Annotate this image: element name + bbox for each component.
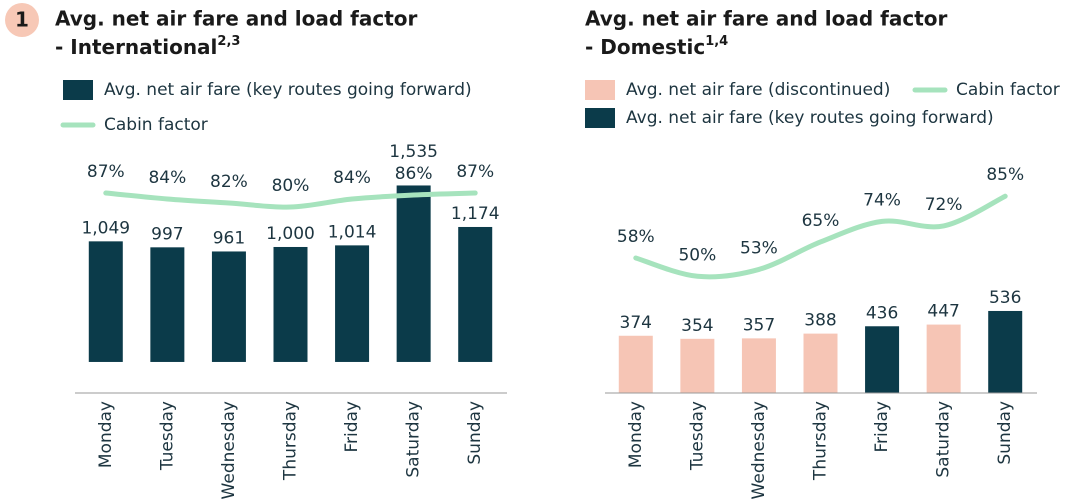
x-tick-label: Tuesday bbox=[687, 401, 707, 471]
line-value-label: 50% bbox=[678, 245, 716, 265]
subtitle-text: - Domestic bbox=[585, 35, 705, 59]
x-tick-label: Sunday bbox=[465, 401, 485, 465]
chart-subtitle: - Domestic1,4 bbox=[585, 34, 728, 59]
bar bbox=[926, 324, 961, 393]
subtitle-text: - International bbox=[55, 35, 217, 59]
legend-swatch bbox=[585, 108, 615, 128]
x-tick-label: Tuesday bbox=[157, 401, 177, 471]
x-tick-label: Thursday bbox=[811, 401, 831, 481]
bar bbox=[680, 338, 715, 393]
line-value-label: 80% bbox=[272, 176, 310, 196]
line-value-label: 87% bbox=[456, 162, 494, 182]
line-value-label: 58% bbox=[617, 227, 655, 247]
line-value-label: 86% bbox=[395, 164, 433, 184]
line-value-label: 74% bbox=[863, 190, 901, 210]
bar-value-label: 997 bbox=[151, 224, 183, 244]
bar bbox=[741, 338, 776, 393]
bar-value-label: 961 bbox=[213, 228, 245, 248]
legend-label: Avg. net air fare (key routes going forw… bbox=[104, 80, 472, 100]
badge bbox=[5, 3, 39, 37]
bar bbox=[88, 241, 123, 362]
badge-label: 1 bbox=[15, 8, 29, 32]
x-tick-label: Wednesday bbox=[749, 401, 769, 499]
chart-title: Avg. net air fare and load factor bbox=[55, 7, 418, 31]
bar-value-label: 1,049 bbox=[81, 218, 130, 238]
bar bbox=[803, 333, 838, 393]
legend-label: Avg. net air fare (discontinued) bbox=[626, 80, 890, 100]
bar-value-label: 1,535 bbox=[389, 142, 438, 162]
x-tick-label: Sunday bbox=[995, 401, 1015, 465]
legend-label: Avg. net air fare (key routes going forw… bbox=[626, 108, 994, 128]
x-tick-label: Saturday bbox=[934, 401, 954, 478]
x-tick-label: Monday bbox=[96, 401, 116, 468]
x-tick-label: Thursday bbox=[281, 401, 301, 481]
bar-value-label: 1,000 bbox=[266, 224, 315, 244]
x-tick-label: Wednesday bbox=[219, 401, 239, 499]
bar-value-label: 357 bbox=[743, 315, 775, 335]
x-tick-label: Saturday bbox=[404, 401, 424, 478]
bar-value-label: 536 bbox=[989, 288, 1021, 308]
bar bbox=[988, 310, 1023, 393]
bar-value-label: 374 bbox=[620, 313, 652, 333]
line-value-label: 84% bbox=[333, 168, 371, 188]
line-value-label: 72% bbox=[925, 195, 963, 215]
line-value-label: 82% bbox=[210, 172, 248, 192]
bar-value-label: 354 bbox=[681, 316, 713, 336]
bar bbox=[396, 185, 431, 362]
legend-label: Cabin factor bbox=[104, 115, 208, 135]
line-value-label: 85% bbox=[986, 165, 1024, 185]
x-tick-label: Monday bbox=[626, 401, 646, 468]
line bbox=[633, 193, 1008, 280]
line-value-label: 65% bbox=[802, 211, 840, 231]
chart-subtitle: - International2,3 bbox=[55, 34, 240, 59]
bar bbox=[458, 226, 493, 362]
chart-title: Avg. net air fare and load factor bbox=[585, 7, 948, 31]
legend-swatch bbox=[63, 80, 93, 100]
legend-label: Cabin factor bbox=[956, 80, 1060, 100]
bar bbox=[618, 335, 653, 393]
bar bbox=[211, 251, 246, 362]
bar bbox=[335, 245, 370, 362]
line-value-label: 84% bbox=[148, 168, 186, 188]
bar-value-label: 388 bbox=[804, 311, 836, 331]
x-tick-label: Friday bbox=[342, 401, 362, 453]
line-value-label: 53% bbox=[740, 238, 778, 258]
bar bbox=[273, 246, 308, 362]
line-value-label: 87% bbox=[87, 162, 125, 182]
bar bbox=[150, 247, 185, 362]
title-note: 1,4 bbox=[705, 34, 728, 49]
bar bbox=[865, 326, 900, 393]
bar-value-label: 1,014 bbox=[328, 222, 377, 242]
x-tick-label: Friday bbox=[872, 401, 892, 453]
bar-value-label: 447 bbox=[927, 302, 959, 322]
legend-swatch bbox=[585, 80, 615, 100]
title-note: 2,3 bbox=[217, 34, 240, 49]
line bbox=[103, 190, 478, 210]
bar-value-label: 436 bbox=[866, 303, 898, 323]
bar-value-label: 1,174 bbox=[451, 204, 500, 224]
